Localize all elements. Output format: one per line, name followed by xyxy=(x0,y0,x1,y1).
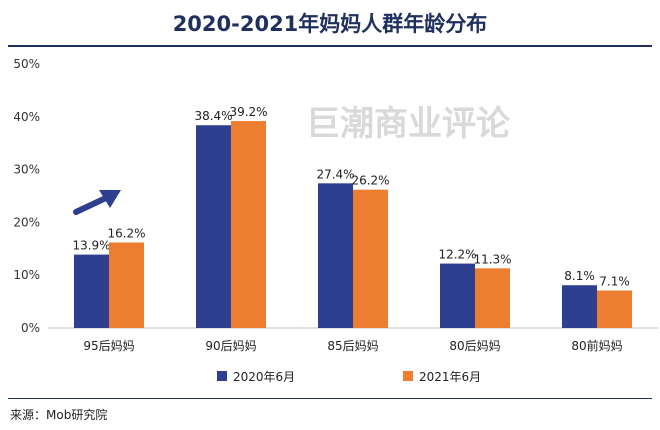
data-label: 39.2% xyxy=(229,105,267,119)
y-tick-label: 20% xyxy=(13,215,40,229)
bar-2020 xyxy=(318,183,353,328)
bar-2021 xyxy=(597,290,632,328)
bar-2020 xyxy=(196,125,231,328)
chart-title: 2020-2021年妈妈人群年龄分布 xyxy=(172,12,488,36)
y-tick-label: 0% xyxy=(21,321,40,335)
bar-2020 xyxy=(74,254,109,328)
data-label: 27.4% xyxy=(316,167,354,181)
bar-2021 xyxy=(109,242,144,328)
x-category-label: 80前妈妈 xyxy=(571,338,622,353)
trend-arrow-head xyxy=(99,190,121,208)
legend-label: 2021年6月 xyxy=(419,370,481,384)
bar-chart: 巨潮商业评论 0% 10% 20% 30% 40% 50% 13.9%16.2% 95后妈妈 38… xyxy=(13,57,658,384)
trend-arrow-shaft xyxy=(73,194,111,215)
legend-label: 2020年6月 xyxy=(233,370,295,384)
data-label: 8.1% xyxy=(564,269,595,283)
title-divider xyxy=(8,45,652,47)
data-label: 11.3% xyxy=(473,252,511,266)
x-category-label: 85后妈妈 xyxy=(327,339,378,353)
data-label: 12.2% xyxy=(438,248,476,262)
data-label: 7.1% xyxy=(599,275,630,289)
bar-2020 xyxy=(440,263,475,328)
data-label: 38.4% xyxy=(194,109,232,123)
bar-2021 xyxy=(475,268,510,328)
y-tick-label: 10% xyxy=(13,268,40,282)
data-label: 16.2% xyxy=(107,226,145,240)
x-category-label: 95后妈妈 xyxy=(83,339,134,353)
bar-2021 xyxy=(353,189,388,328)
bar-2021 xyxy=(231,121,266,328)
x-category-label: 90后妈妈 xyxy=(205,339,256,353)
data-label: 13.9% xyxy=(72,239,110,253)
y-tick-label: 30% xyxy=(13,163,40,177)
y-tick-label: 40% xyxy=(13,110,40,124)
legend-swatch xyxy=(403,371,413,381)
source-note: 来源：Mob研究院 xyxy=(10,408,108,422)
y-tick-label: 50% xyxy=(13,57,40,71)
footer-divider xyxy=(8,398,652,399)
bar-2020 xyxy=(562,285,597,328)
watermark-text: 巨潮商业评论 xyxy=(306,104,511,144)
legend-swatch xyxy=(217,371,227,381)
data-label: 26.2% xyxy=(351,174,389,188)
x-category-label: 80后妈妈 xyxy=(449,339,500,353)
